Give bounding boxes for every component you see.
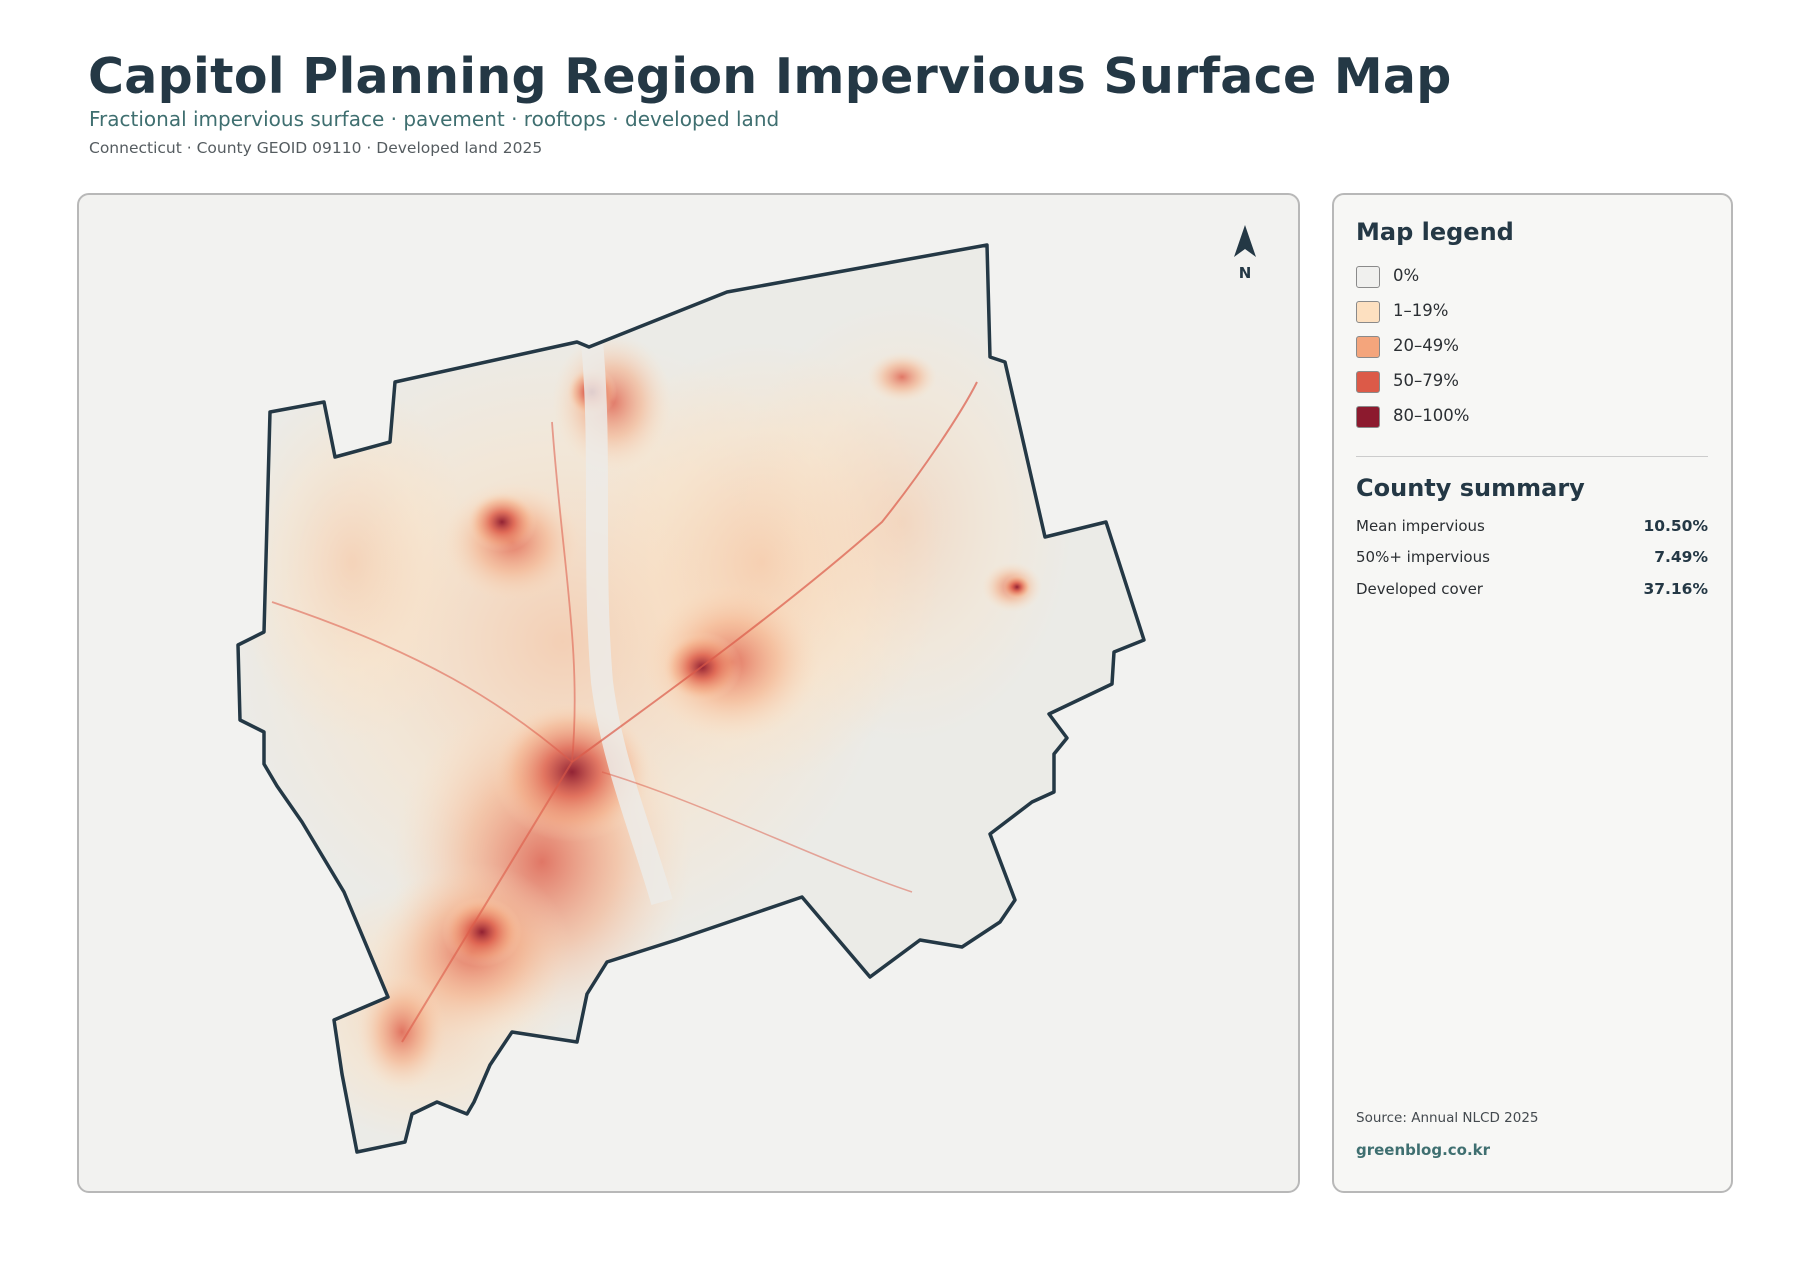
north-label: N	[1238, 264, 1252, 282]
map-canvas[interactable]	[79, 195, 1300, 1193]
legend-label: 50–79%	[1393, 371, 1459, 390]
map-panel[interactable]	[77, 193, 1300, 1193]
summary-row: Developed cover 37.16%	[1356, 580, 1708, 602]
legend-swatch	[1356, 266, 1380, 288]
summary-row: Mean impervious 10.50%	[1356, 517, 1708, 539]
summary-label: Developed cover	[1356, 580, 1483, 598]
page-title: Capitol Planning Region Impervious Surfa…	[88, 48, 1452, 105]
source-note: Source: Annual NLCD 2025	[1356, 1110, 1539, 1126]
side-panel	[1332, 193, 1733, 1193]
legend-divider	[1356, 456, 1708, 457]
summary-row: 50%+ impervious 7.49%	[1356, 548, 1708, 570]
legend-label: 1–19%	[1393, 301, 1449, 320]
summary-label: Mean impervious	[1356, 517, 1485, 535]
summary-label: 50%+ impervious	[1356, 548, 1490, 566]
legend-label: 0%	[1393, 266, 1420, 285]
page-subtitle: Fractional impervious surface · pavement…	[89, 107, 780, 131]
legend-swatch	[1356, 336, 1380, 358]
county-boundary	[236, 243, 1146, 1154]
north-arrow-icon	[1234, 225, 1256, 257]
summary-title: County summary	[1356, 474, 1585, 502]
legend-swatch	[1356, 301, 1380, 323]
impervious-raster	[238, 245, 1144, 1152]
legend-label: 20–49%	[1393, 336, 1459, 355]
legend-title: Map legend	[1356, 218, 1514, 246]
page-meta: Connecticut · County GEOID 09110 · Devel…	[89, 139, 543, 157]
summary-value: 10.50%	[1643, 517, 1708, 535]
summary-value: 7.49%	[1654, 548, 1708, 566]
legend-label: 80–100%	[1393, 406, 1470, 425]
website-link[interactable]: greenblog.co.kr	[1356, 1141, 1491, 1159]
legend-swatch	[1356, 406, 1380, 428]
summary-value: 37.16%	[1643, 580, 1708, 598]
legend-swatch	[1356, 371, 1380, 393]
